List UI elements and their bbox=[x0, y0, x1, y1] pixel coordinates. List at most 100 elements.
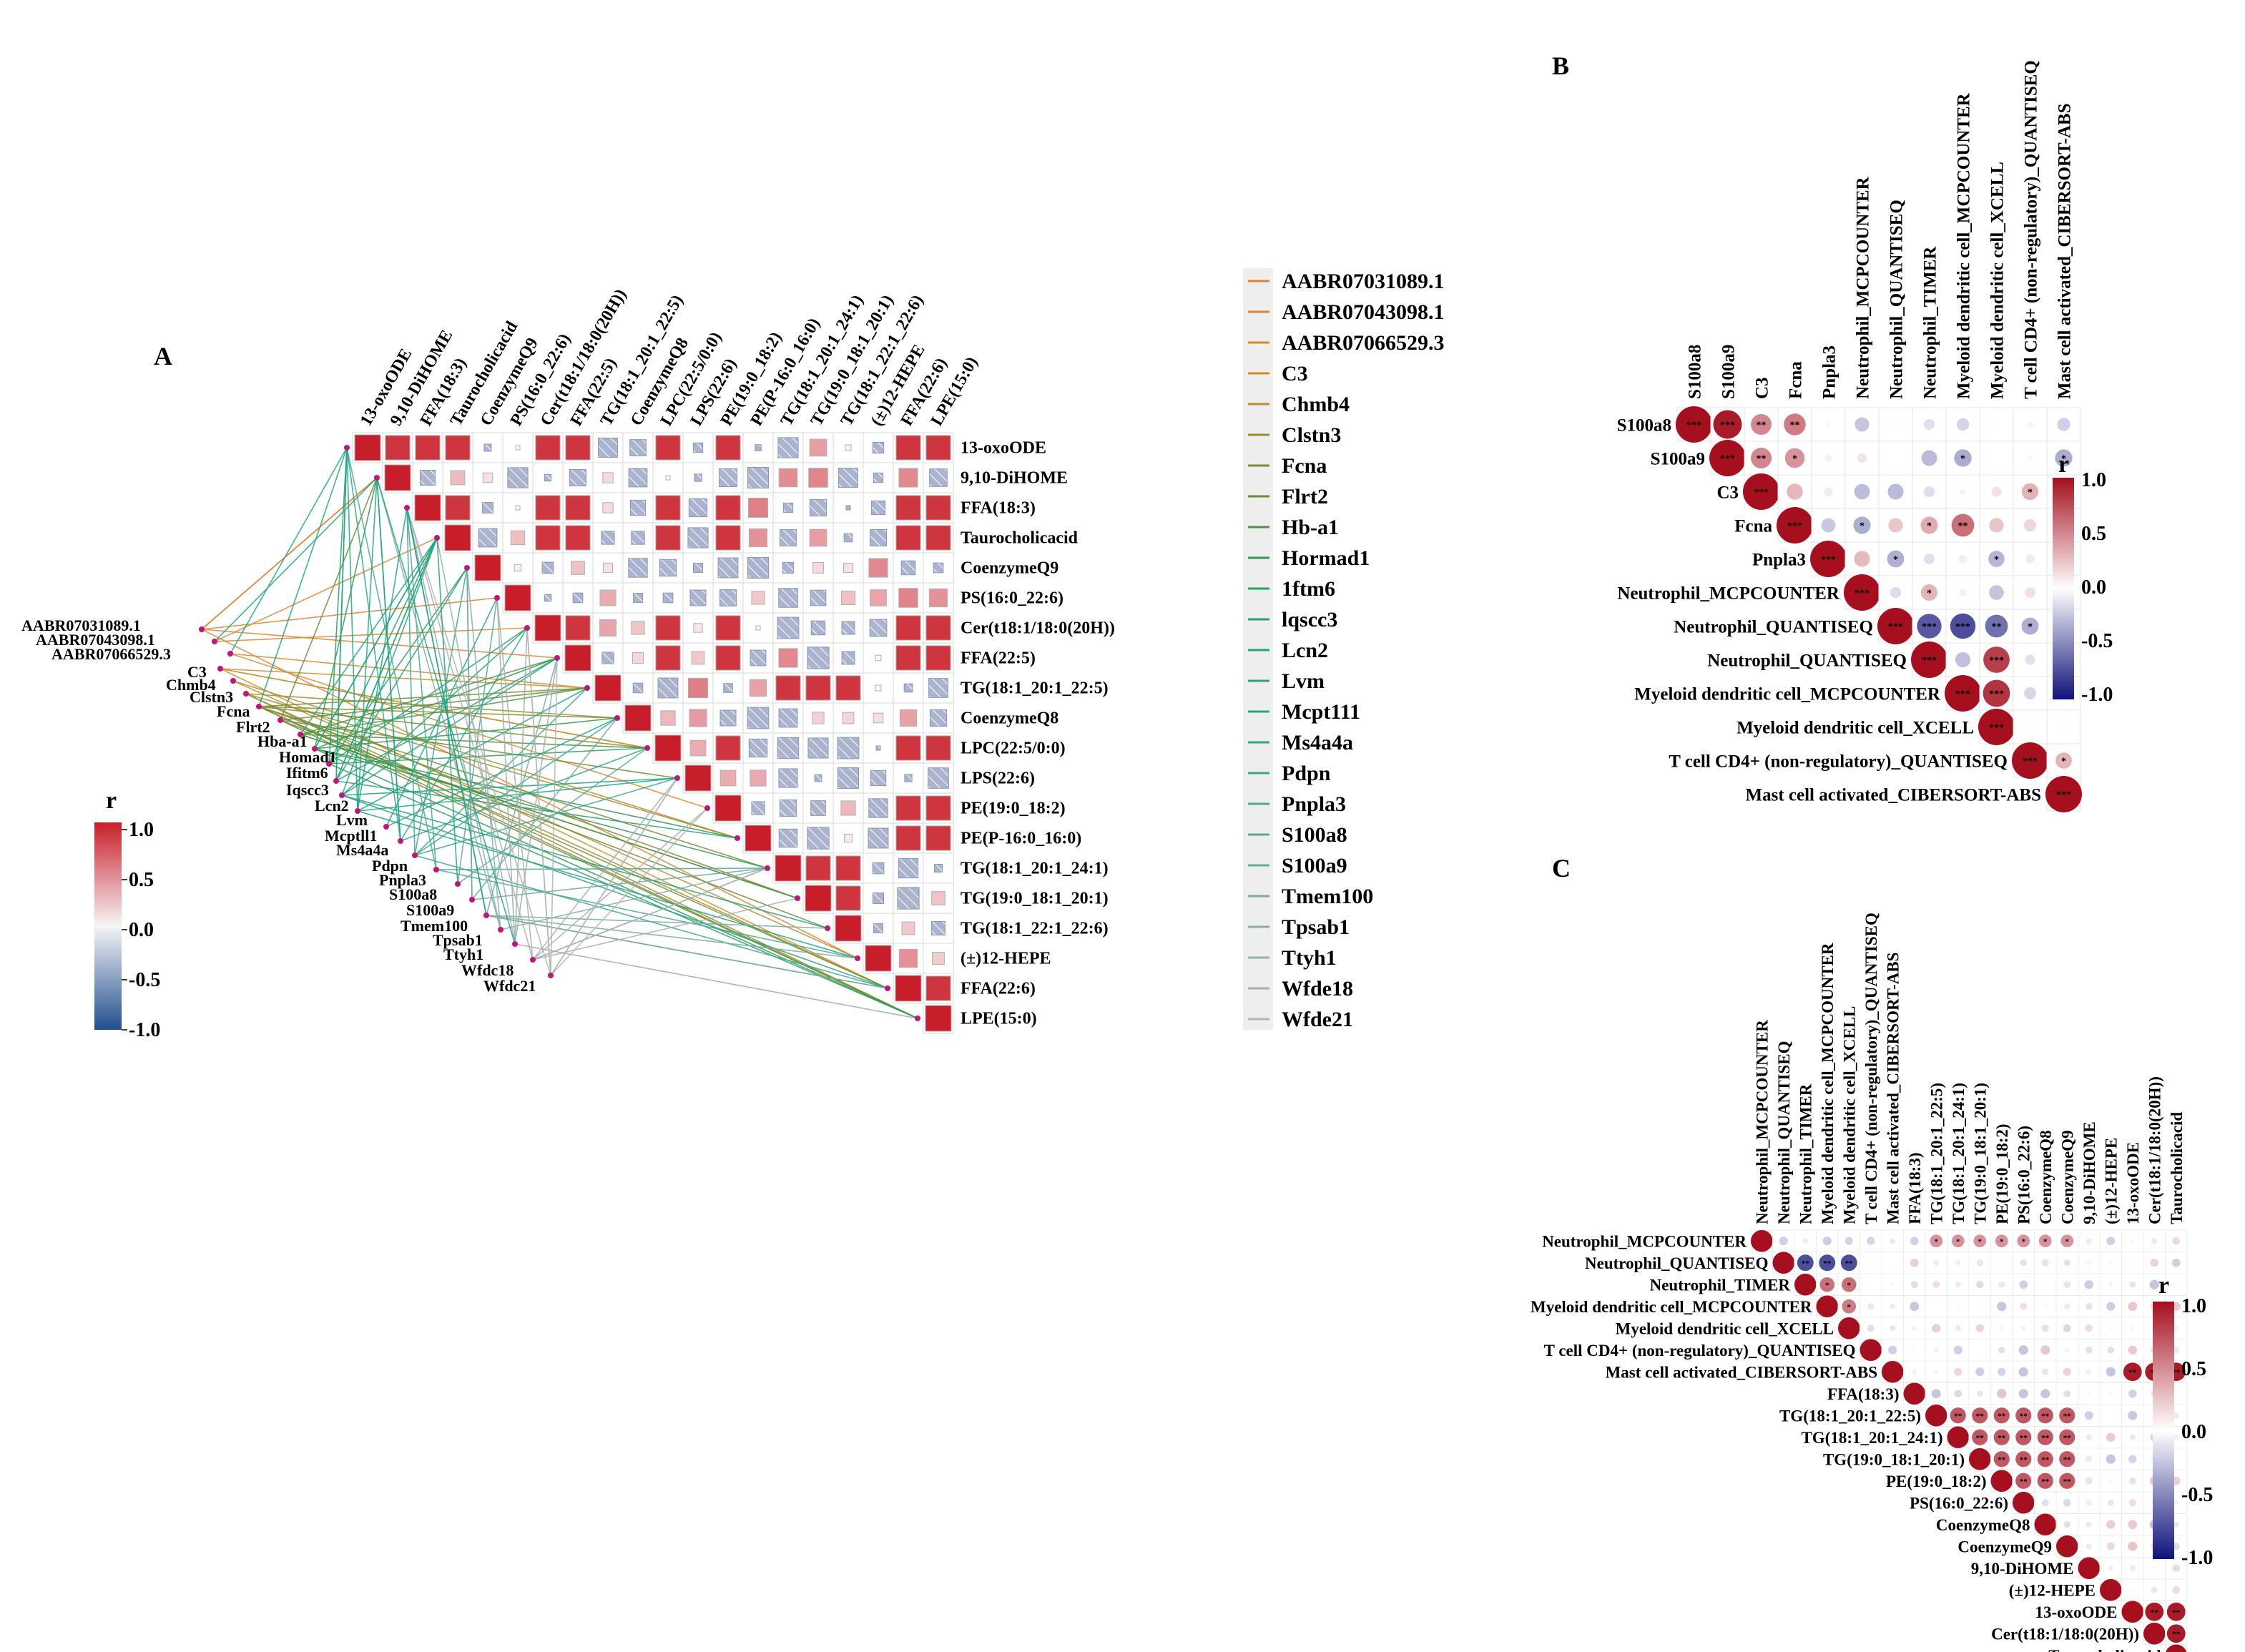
heatmap-cell-mark bbox=[775, 675, 801, 701]
network-link bbox=[514, 657, 558, 945]
heatmap-cell-mark bbox=[515, 505, 521, 511]
heatmap-cell-mark bbox=[657, 677, 679, 699]
correlogram-mark bbox=[2173, 1434, 2179, 1440]
correlogram-mark bbox=[1821, 518, 1836, 533]
network-link bbox=[436, 867, 768, 870]
correlogram-mark bbox=[1910, 1302, 1920, 1312]
heatmap-cell-mark bbox=[694, 473, 702, 482]
significance-mark: *** bbox=[2023, 757, 2038, 767]
network-link bbox=[357, 687, 588, 812]
correlogram-mark bbox=[2015, 1472, 2032, 1489]
network-link bbox=[314, 477, 378, 749]
row-label: TG(18:1_22:1_22:6) bbox=[961, 920, 1109, 938]
heatmap-cell-mark bbox=[723, 683, 733, 693]
heatmap-cell-mark bbox=[782, 561, 795, 574]
correlogram-mark bbox=[1977, 1390, 1983, 1397]
correlogram-mark bbox=[1932, 1324, 1941, 1333]
column-label: T cell CD4+ (non-regulatory)_QUANTISEQ bbox=[1862, 913, 1880, 1224]
significance-mark: ** bbox=[1998, 1434, 2006, 1442]
column-label: C3 bbox=[1753, 377, 1772, 399]
significance-mark: *** bbox=[1922, 656, 1937, 667]
heatmap-cell-mark bbox=[544, 594, 552, 602]
heatmap-cell-mark bbox=[810, 800, 826, 816]
row-label: S100a9 bbox=[1651, 450, 1705, 469]
correlogram-mark bbox=[1997, 1302, 2007, 1312]
significance-mark: * bbox=[1792, 454, 1797, 465]
network-link bbox=[514, 627, 528, 945]
heatmap-cell-mark bbox=[565, 435, 591, 461]
heatmap-cell-mark bbox=[807, 646, 830, 669]
row-label: FFA(22:5) bbox=[961, 649, 1036, 668]
heatmap-cell-mark bbox=[688, 498, 708, 518]
significance-mark: ** bbox=[1976, 1412, 1985, 1420]
network-link bbox=[406, 507, 551, 976]
network-link bbox=[436, 537, 516, 945]
significance-mark: ** bbox=[2063, 1478, 2072, 1486]
metabolite-node bbox=[404, 505, 410, 511]
correlogram-mark bbox=[2145, 1602, 2164, 1621]
correlogram-mark bbox=[1824, 487, 1833, 496]
heatmap-cell-mark bbox=[904, 774, 913, 782]
column-label: Mast cell activated_CIBERSORT-ABS bbox=[1884, 953, 1902, 1224]
correlogram-mark bbox=[2108, 1326, 2113, 1330]
column-label: Cer(t18:1/18:0(20H)) bbox=[2146, 1076, 2163, 1224]
heatmap-cell-mark bbox=[931, 921, 945, 935]
heatmap-cell-mark bbox=[597, 437, 619, 458]
heatmap-cell-mark bbox=[719, 589, 737, 606]
heatmap-cell-mark bbox=[868, 798, 888, 818]
network-link bbox=[471, 717, 618, 900]
legend-entry: Flrt2 bbox=[1282, 485, 1328, 508]
column-label: Neutrophil_QUANTISEQ bbox=[1775, 1041, 1793, 1224]
heatmap-cell-mark bbox=[925, 435, 951, 461]
heatmap-cell-mark bbox=[805, 855, 831, 881]
heatmap-cell-mark bbox=[665, 475, 671, 481]
heatmap-cell-mark bbox=[755, 444, 762, 451]
network-link bbox=[335, 567, 468, 782]
heatmap-cell-mark bbox=[483, 443, 492, 452]
heatmap-cell-mark bbox=[895, 735, 921, 761]
correlogram-mark bbox=[2086, 1238, 2092, 1244]
heatmap-cell-mark bbox=[745, 825, 772, 852]
column-label: Fcna bbox=[1787, 361, 1806, 399]
heatmap-cell-mark bbox=[875, 654, 882, 662]
correlogram-mark bbox=[1797, 1254, 1814, 1272]
heatmap-cell-mark bbox=[717, 557, 739, 579]
correlogram-mark bbox=[2056, 1535, 2078, 1558]
correlogram-mark bbox=[1956, 418, 1970, 431]
network-link bbox=[220, 668, 588, 689]
gene-label: Ms4a4a bbox=[336, 841, 388, 859]
heatmap-cell-mark bbox=[715, 495, 741, 521]
significance-mark: ** bbox=[2172, 1608, 2181, 1617]
metabolite-node bbox=[885, 985, 890, 991]
colorbar-tick-label: -1.0 bbox=[2081, 684, 2113, 706]
correlogram-mark bbox=[2085, 1324, 2093, 1332]
correlogram-mark bbox=[1920, 516, 1938, 534]
heatmap-cell-mark bbox=[632, 652, 644, 664]
legend-entry: Lcn2 bbox=[1282, 639, 1328, 662]
heatmap-cell-mark bbox=[718, 468, 738, 488]
heatmap-cell-mark bbox=[838, 468, 858, 488]
correlogram-mark bbox=[2037, 1407, 2053, 1424]
heatmap-cell-mark bbox=[719, 770, 737, 787]
gene-label: Tpsab1 bbox=[433, 931, 483, 949]
network-link bbox=[532, 867, 768, 960]
correlogram-mark bbox=[2130, 1326, 2135, 1331]
significance-mark: ** bbox=[2128, 1368, 2137, 1377]
correlogram-mark bbox=[2173, 1347, 2180, 1354]
correlogram-mark bbox=[2015, 1451, 2032, 1467]
heatmap-cell-mark bbox=[925, 525, 951, 551]
heatmap-cell-mark bbox=[931, 891, 945, 905]
correlogram-mark bbox=[2057, 418, 2070, 431]
column-label: Neutrophil_MCPCOUNTER bbox=[1854, 176, 1873, 399]
correlogram-mark bbox=[2173, 1325, 2179, 1331]
heatmap-cell-mark bbox=[933, 562, 944, 574]
gene-label: AABR07031089.1 bbox=[21, 616, 141, 634]
heatmap-cell-mark bbox=[778, 828, 798, 848]
heatmap-cell-mark bbox=[601, 531, 615, 545]
heatmap-cell-mark bbox=[929, 468, 948, 487]
row-label: Mast cell activated_CIBERSORT-ABS bbox=[1606, 1363, 1877, 1381]
heatmap-cell-mark bbox=[895, 795, 921, 821]
column-label: PE(19:0_18:2) bbox=[1993, 1124, 2011, 1224]
row-label: PE(19:0_18:2) bbox=[961, 800, 1066, 818]
gene-label: AABR07043098.1 bbox=[36, 631, 155, 649]
